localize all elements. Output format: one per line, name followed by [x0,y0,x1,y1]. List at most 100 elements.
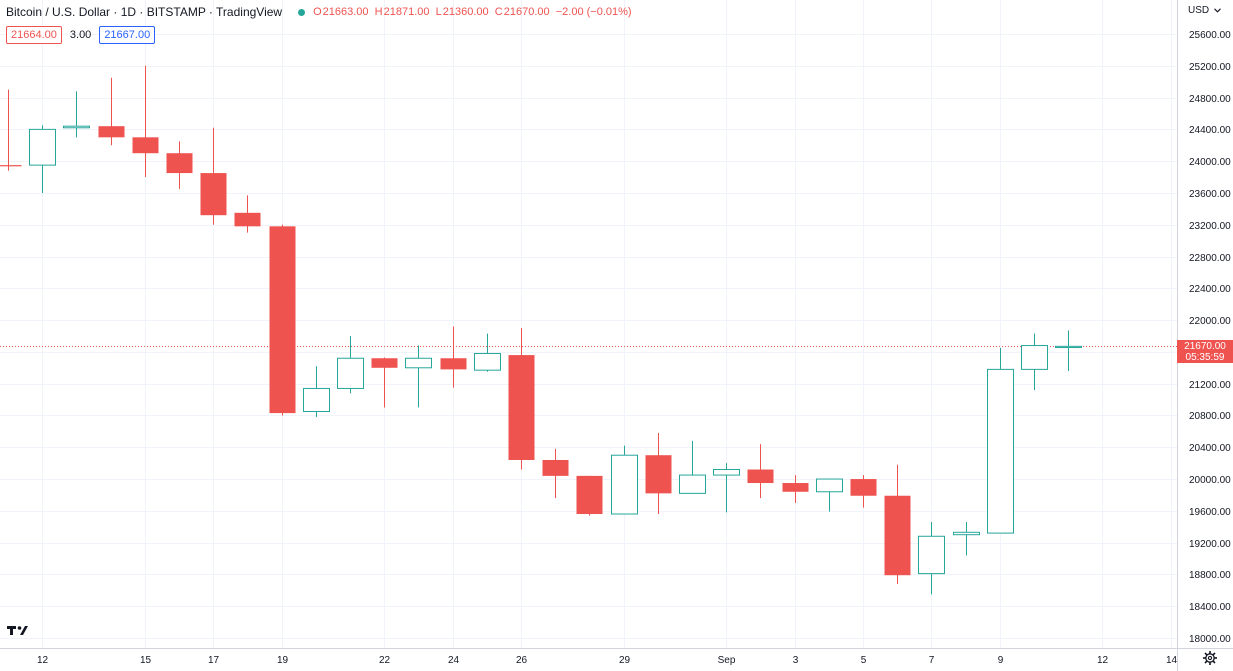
candle-body [953,531,980,536]
x-tick-label: 3 [793,655,799,666]
candle-body [1055,345,1082,349]
x-tick-label: 12 [1097,655,1109,666]
x-tick-label: 7 [929,655,935,666]
y-tick-label: 20000.00 [1189,475,1231,486]
y-tick-label: 24400.00 [1189,125,1231,136]
candle-body [679,474,706,494]
candle-body [508,355,535,460]
y-tick-label: 21200.00 [1189,380,1231,391]
candle [269,224,296,416]
candle [29,125,56,193]
ohlc-values: O21663.00 H21871.00 L21360.00 C21670.00 … [313,6,632,18]
candle [918,521,945,595]
bid-ask-panel: 21664.00 3.00 21667.00 [6,26,156,44]
change-value: −2.00 (−0.01%) [555,6,632,18]
y-tick-label: 18800.00 [1189,570,1231,581]
ask-price[interactable]: 21667.00 [99,26,156,44]
candle [1055,330,1082,371]
x-tick-label: 5 [861,655,867,666]
candle-body [782,483,809,492]
candle [234,195,261,233]
chevron-down-icon [1214,8,1221,13]
candle-body [918,535,945,575]
bar-countdown: 05:35:59 [1185,352,1225,363]
x-tick-label: 15 [140,655,152,666]
spread-value: 3.00 [69,29,92,41]
candle [303,366,330,418]
candle-body [474,352,501,371]
candle-body [166,153,193,174]
candle [816,478,843,512]
price-axis[interactable]: 18000.00 18400.00 18800.00 19200.00 19600.00… [1177,0,1232,671]
candle-body [1021,345,1048,370]
candle-body [234,212,261,227]
candle [782,475,809,503]
open-value: 21663.00 [322,6,369,18]
y-tick-label: 18000.00 [1189,634,1231,645]
candle [987,347,1014,534]
y-tick-label: 19200.00 [1189,539,1231,550]
candle-body [200,173,227,216]
candle [337,336,364,394]
y-tick-label: 22400.00 [1189,284,1231,295]
candle-body [850,479,877,496]
bid-price[interactable]: 21664.00 [6,26,62,44]
candle [474,333,501,372]
candle-body [0,165,22,167]
candle-body [269,226,296,414]
currency-selector[interactable]: USD [1188,5,1221,16]
x-tick-label: 24 [448,655,460,666]
y-tick-label: 18400.00 [1189,602,1231,613]
candle [747,444,774,499]
x-tick-label: 17 [208,655,220,666]
low-value: 21360.00 [442,6,489,18]
x-tick-label: 9 [998,655,1004,666]
candle-body [29,128,56,166]
candle [645,432,672,515]
candle [713,463,740,513]
candle [508,328,535,470]
x-tick-label: Sep [718,655,736,666]
candle [63,91,90,138]
candle-body [816,478,843,493]
candle-body [611,454,638,515]
candle-body [987,368,1014,534]
symbol-title[interactable]: Bitcoin / U.S. Dollar · 1D · BITSTAMP · … [6,5,283,19]
candle [850,475,877,508]
high-value: 21871.00 [383,6,430,18]
y-tick-label: 22000.00 [1189,316,1231,327]
candle-body [405,357,432,369]
time-axis[interactable]: 12 15 17 19 22 24 26 29 Sep 3 5 7 9 12 14 [0,648,1233,667]
y-tick-label: 24000.00 [1189,157,1231,168]
candle [371,357,398,408]
candle-body [576,475,603,515]
tradingview-logo-icon[interactable] [6,620,30,640]
x-tick-label: 19 [277,655,289,666]
candle-body [371,358,398,368]
open-label: O [313,6,322,18]
last-price-value: 21670.00 [1184,341,1226,352]
candle [200,127,227,225]
candle-body [747,469,774,484]
x-tick-label: 26 [516,655,528,666]
gear-icon[interactable] [1202,650,1218,666]
candle-body [645,455,672,494]
candle-body [98,126,125,138]
x-tick-label: 14 [1166,655,1178,666]
candle-body [63,125,90,129]
y-tick-label: 20400.00 [1189,443,1231,454]
currency-label: USD [1188,5,1210,16]
y-tick-label: 20800.00 [1189,411,1231,422]
high-label: H [374,6,383,18]
candles [0,65,1082,595]
x-tick-label: 12 [37,655,49,666]
low-label: L [435,6,442,18]
candle-body [337,357,364,389]
candle [98,77,125,146]
y-tick-label: 25200.00 [1189,62,1231,73]
last-price-label: 21670.00 05:35:59 [1177,340,1233,363]
y-tick-label: 22800.00 [1189,253,1231,264]
candle [542,448,569,499]
candle-body [440,358,467,370]
